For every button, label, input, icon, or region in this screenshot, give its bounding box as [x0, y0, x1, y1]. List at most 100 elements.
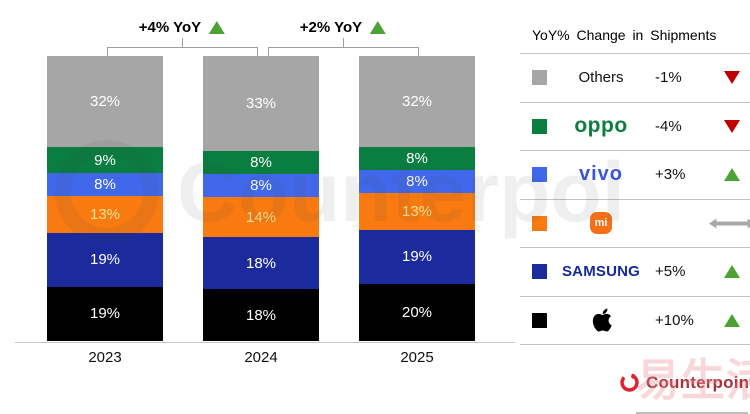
segment-value-label: 8% — [250, 177, 272, 195]
segment-value-label: 13% — [89, 205, 121, 223]
yoy-annotation-text: +4% YoY — [138, 19, 202, 36]
bracket-line — [268, 47, 269, 56]
legend-row-samsung: SAMSUNG +5% — [520, 247, 750, 296]
segment-value-label: 18% — [245, 306, 277, 324]
yoy-annotation-2024: +4% YoY — [138, 19, 226, 36]
others-change-value: -1% — [655, 69, 682, 87]
x-label-2025: 2025 — [400, 349, 434, 366]
up-triangle-icon — [724, 168, 740, 182]
bracket-line — [418, 47, 419, 56]
segment-value-label: 19% — [401, 248, 433, 266]
others-wordmark: Others — [578, 69, 624, 87]
segment-oppo-2024: 8% — [203, 151, 319, 175]
x-axis-line — [15, 342, 515, 343]
segment-value-label: 33% — [245, 95, 277, 112]
xiaomi-trend-icon — [709, 217, 750, 230]
down-triangle-icon — [724, 119, 740, 133]
bar-2025: 32% 8% 8% 13% 19% 20% — [359, 56, 475, 341]
oppo-swatch — [532, 118, 547, 134]
up-triangle-icon — [724, 265, 740, 279]
counterpoint-logo-icon — [620, 373, 639, 392]
oppo-logo: oppo — [555, 114, 647, 138]
bracket-line — [107, 47, 108, 56]
segment-value-label: 19% — [89, 305, 121, 323]
vivo-logo: vivo — [555, 163, 647, 186]
segment-value-label: 14% — [245, 208, 277, 226]
xiaomi-wordmark: mi — [590, 212, 612, 235]
others-swatch — [532, 70, 547, 86]
others-trend-icon — [709, 71, 750, 85]
segment-value-label: 8% — [406, 150, 428, 168]
samsung-trend-icon — [709, 265, 750, 279]
segment-others-2023: 32% — [47, 56, 163, 148]
segment-oppo-2025: 8% — [359, 147, 475, 170]
segment-samsung-2025: 19% — [359, 229, 475, 284]
samsung-logo: SAMSUNG — [555, 263, 647, 280]
vivo-wordmark: vivo — [578, 163, 624, 186]
up-triangle-icon — [209, 21, 226, 34]
legend-panel: YoY% Change in Shipments Others -1% oppo -4… — [520, 0, 750, 345]
bracket-line — [107, 47, 257, 48]
apple-swatch — [532, 312, 547, 328]
up-triangle-icon — [724, 313, 740, 327]
apple-logo — [555, 307, 647, 333]
segment-value-label: 8% — [406, 172, 428, 190]
segment-vivo-2023: 8% — [47, 172, 163, 196]
segment-vivo-2024: 8% — [203, 174, 319, 198]
apple-trend-icon — [709, 313, 750, 327]
segment-value-label: 13% — [401, 202, 433, 220]
others-logo: Others — [555, 69, 647, 86]
legend-row-vivo: vivo +3% — [520, 150, 750, 199]
segment-vivo-2025: 8% — [359, 170, 475, 193]
legend-row-others: Others -1% — [520, 53, 750, 102]
counterpoint-logo: Counterpoint — [619, 372, 750, 393]
oppo-wordmark: oppo — [574, 114, 628, 138]
bar-2023: 32% 9% 8% 13% 19% 19% — [47, 56, 163, 342]
segment-value-label: 19% — [89, 251, 121, 269]
bracket-line — [343, 38, 344, 47]
yoy-annotation-2025: +2% YoY — [299, 19, 387, 36]
segment-value-label: 20% — [401, 304, 433, 321]
xiaomi-swatch — [532, 215, 547, 231]
segment-value-label: 18% — [245, 254, 277, 272]
legend-row-oppo: oppo -4% — [520, 101, 750, 151]
bracket-line — [268, 47, 418, 48]
segment-value-label: 32% — [401, 93, 433, 111]
segment-value-label: 8% — [94, 175, 116, 193]
segment-xiaomi-2023: 13% — [47, 195, 163, 233]
x-label-2024: 2024 — [244, 349, 278, 366]
samsung-wordmark: SAMSUNG — [561, 263, 641, 281]
segment-samsung-2024: 18% — [203, 237, 319, 290]
oppo-change-value: -4% — [655, 117, 682, 135]
up-triangle-icon — [370, 21, 387, 34]
segment-value-label: 9% — [94, 151, 116, 169]
segment-samsung-2023: 19% — [47, 232, 163, 287]
segment-apple-2025: 20% — [359, 284, 475, 341]
segment-others-2024: 33% — [203, 56, 319, 151]
vivo-change-value: +3% — [655, 166, 686, 184]
flat-arrow-icon — [709, 218, 750, 229]
vivo-trend-icon — [709, 168, 750, 182]
samsung-change-value: +5% — [655, 263, 686, 281]
bar-2024: 33% 8% 8% 14% 18% 18% — [203, 56, 319, 341]
segment-oppo-2023: 9% — [47, 147, 163, 173]
xiaomi-logo: mi — [555, 212, 647, 235]
segment-xiaomi-2024: 14% — [203, 197, 319, 238]
apple-change-value: +10% — [655, 311, 694, 329]
apple-logo-icon — [592, 308, 612, 332]
vivo-swatch — [532, 167, 547, 183]
counterpoint-logo-text: Counterpoint — [646, 372, 750, 392]
segment-xiaomi-2025: 13% — [359, 192, 475, 230]
yoy-annotation-text: +2% YoY — [299, 19, 363, 36]
legend-row-xiaomi: mi — [520, 198, 750, 248]
down-triangle-icon — [724, 71, 740, 85]
legend-rows: Others -1% oppo -4% vivo +3% mi SAMSUNG +5% +10% — [520, 53, 750, 345]
segment-apple-2023: 19% — [47, 286, 163, 342]
bracket-line — [257, 47, 258, 56]
legend-title: YoY% Change in Shipments — [532, 27, 717, 43]
segment-others-2025: 32% — [359, 56, 475, 148]
x-label-2023: 2023 — [88, 349, 122, 366]
bracket-line — [182, 38, 183, 47]
segment-value-label: 8% — [250, 154, 272, 172]
